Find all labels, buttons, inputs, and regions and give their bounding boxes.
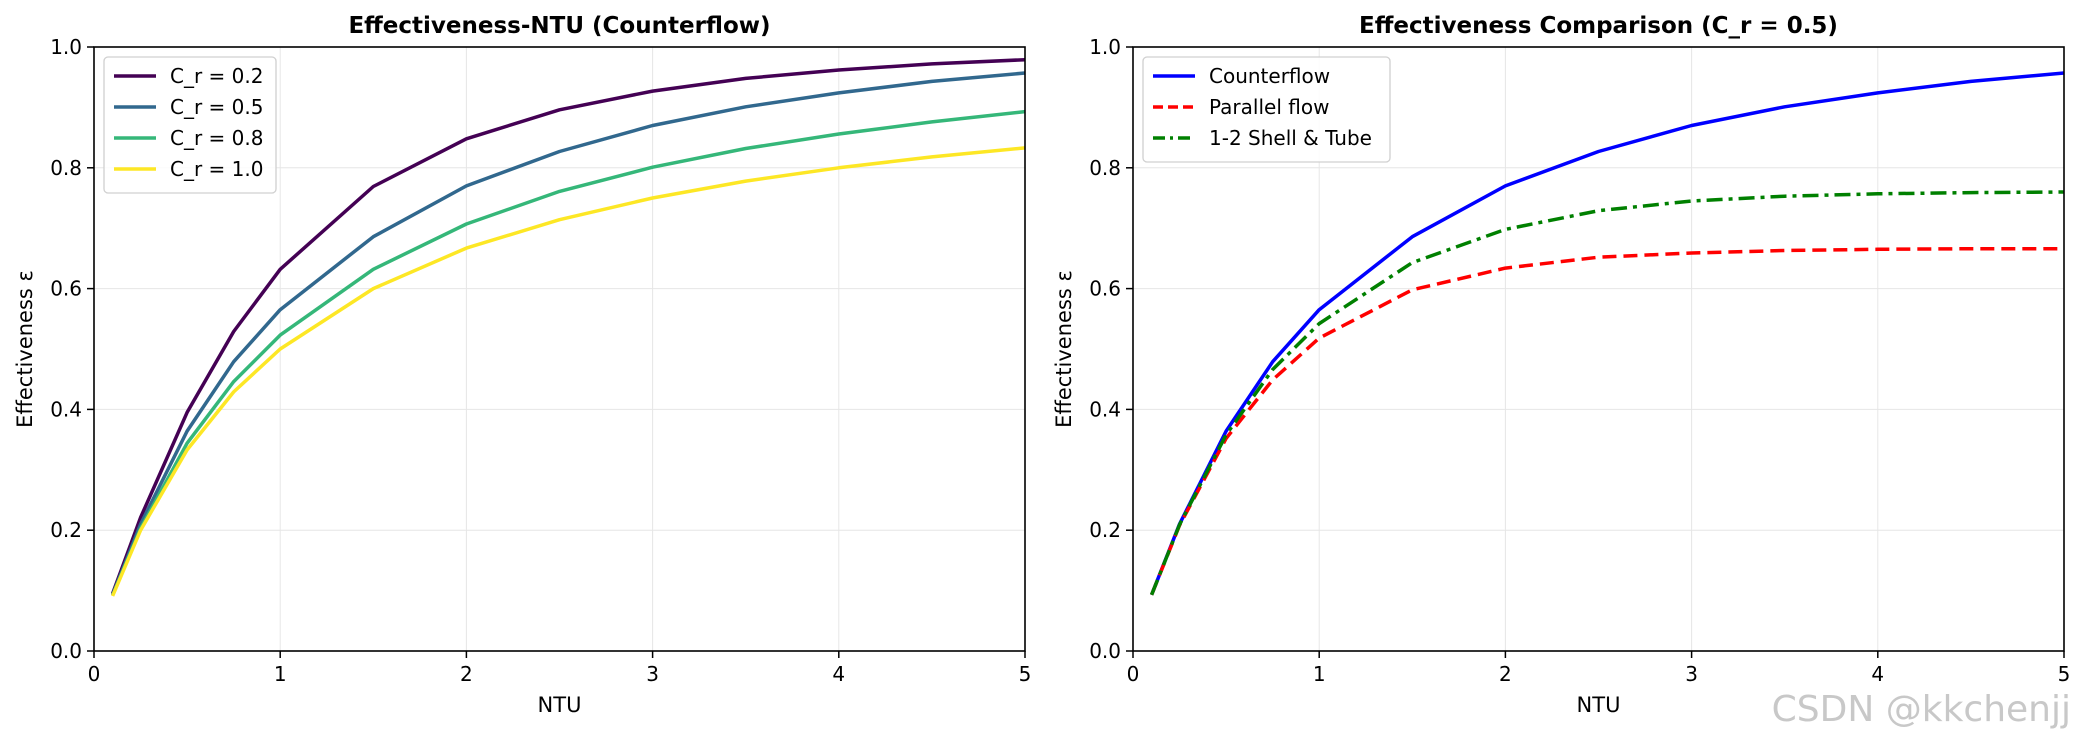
x-tick-label: 4	[1871, 662, 1884, 686]
y-tick-label: 0.2	[50, 518, 82, 542]
legend-label-1: C_r = 0.2	[170, 64, 263, 88]
y-tick-label: 0.0	[1089, 639, 1121, 663]
x-tick-label: 5	[2058, 662, 2071, 686]
series-line-1	[110, 57, 1026, 595]
legend-box	[103, 56, 277, 194]
y-tick-label: 1.0	[1089, 35, 1121, 59]
legend-label-1: Counterflow	[1209, 64, 1330, 88]
legend-box	[1142, 56, 1391, 163]
y-tick-label: 0.0	[50, 639, 82, 663]
series-line-3	[1149, 190, 2065, 596]
y-tick-label: 0.4	[50, 397, 82, 421]
y-axis-label: Effectiveness ε	[13, 270, 37, 428]
axes-frame	[93, 46, 1026, 652]
y-tick-label: 0.6	[50, 277, 82, 301]
series-line-2	[110, 71, 1026, 596]
legend-label-4: C_r = 1.0	[170, 157, 263, 181]
x-tick-label: 5	[1019, 662, 1032, 686]
y-tick-label: 0.4	[1089, 397, 1121, 421]
series-line-2	[1149, 246, 2064, 596]
y-tick-label: 0.2	[1089, 518, 1121, 542]
legend-label-3: C_r = 0.8	[170, 126, 263, 150]
legend-label-2: Parallel flow	[1209, 95, 1329, 119]
series-line-4	[110, 146, 1026, 597]
x-axis-label: NTU	[538, 693, 582, 717]
legend-label-2: C_r = 0.5	[170, 95, 263, 119]
x-tick-label: 2	[1499, 662, 1512, 686]
y-tick-label: 1.0	[50, 35, 82, 59]
x-tick-label: 3	[646, 662, 659, 686]
watermark-text: CSDN @kkchenjj	[1771, 689, 2071, 730]
x-tick-label: 0	[1127, 662, 1140, 686]
x-tick-label: 4	[832, 662, 845, 686]
y-tick-label: 0.8	[1089, 156, 1121, 180]
x-tick-label: 1	[1313, 662, 1326, 686]
legend: Counterflow Parallel flow 1-2 Shell & Tube	[1142, 56, 1391, 163]
x-tick-label: 1	[274, 662, 287, 686]
chart-title: Effectiveness Comparison (C_r = 0.5)	[1359, 13, 1838, 39]
legend: C_r = 0.2 C_r = 0.5 C_r = 0.8 C_r = 1.0	[103, 56, 277, 194]
axes-frame	[1132, 46, 2065, 652]
y-axis-label: Effectiveness ε	[1052, 270, 1076, 428]
x-axis-label: NTU	[1577, 693, 1621, 717]
x-tick-label: 0	[88, 662, 101, 686]
legend-label-3: 1-2 Shell & Tube	[1209, 126, 1372, 150]
chart-title: Effectiveness-NTU (Counterflow)	[348, 13, 770, 39]
series-line-3	[110, 109, 1026, 597]
x-tick-label: 3	[1685, 662, 1698, 686]
x-tick-label: 2	[460, 662, 473, 686]
chart-panel-1: 0 1 2 3 4 5 0.0 0.2 0.4 0.6 0.8 1.0 Effectiveness-NT…	[13, 13, 1031, 717]
y-tick-label: 0.8	[50, 156, 82, 180]
series-line-1	[1149, 71, 2065, 596]
chart-panel-2: 0 1 2 3 4 5 0.0 0.2 0.4 0.6 0.8 1.0 Effectiveness Co…	[1052, 13, 2070, 717]
y-tick-label: 0.6	[1089, 277, 1121, 301]
